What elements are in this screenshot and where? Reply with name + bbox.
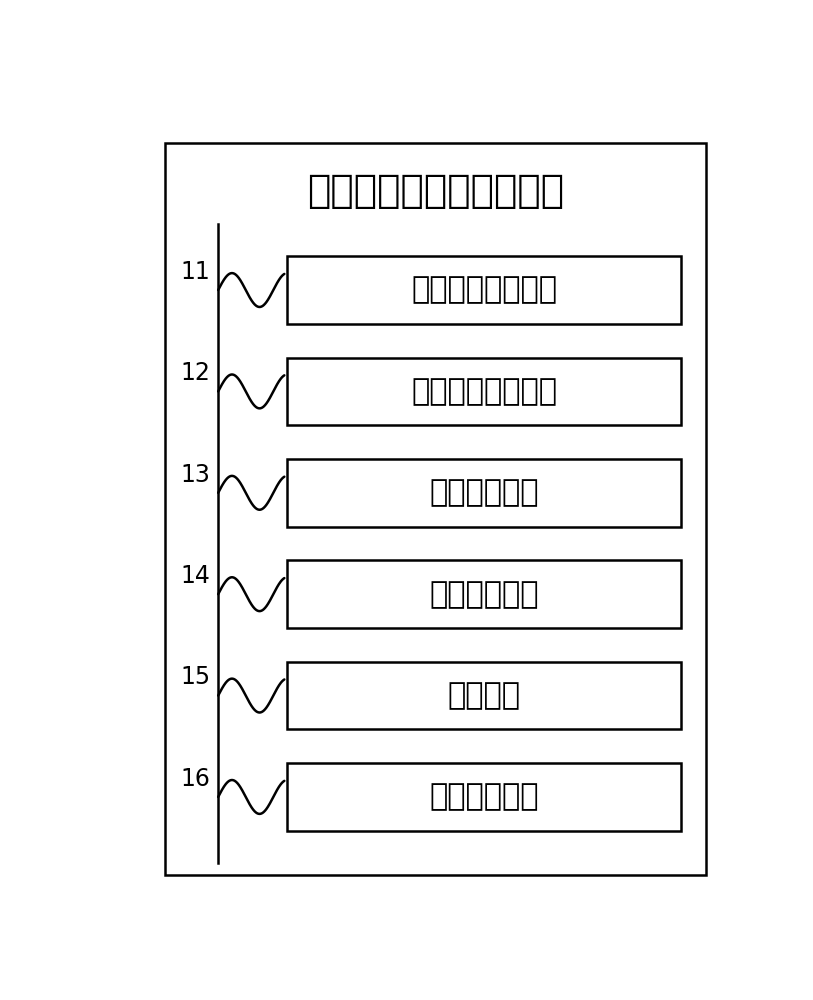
Bar	[288, 662, 681, 729]
Text: 15: 15	[180, 665, 211, 689]
Bar	[288, 358, 681, 425]
Text: 语音提醒单元: 语音提醒单元	[429, 580, 539, 609]
Text: 11: 11	[180, 260, 210, 284]
Text: 12: 12	[180, 361, 211, 385]
Bar	[288, 256, 681, 324]
Bar	[165, 143, 706, 875]
Text: 14: 14	[180, 564, 211, 588]
Bar	[288, 459, 681, 527]
Text: 人脸识别测温一体机装置: 人脸识别测温一体机装置	[307, 172, 564, 210]
Text: 距离检测单元: 距离检测单元	[429, 782, 539, 811]
Bar	[288, 763, 681, 831]
Text: 监控图像获取单元: 监控图像获取单元	[411, 276, 558, 305]
Text: 13: 13	[180, 463, 211, 487]
Text: 红外图像获取单元: 红外图像获取单元	[411, 377, 558, 406]
Text: 16: 16	[180, 767, 211, 791]
Bar	[288, 560, 681, 628]
Text: 校准单元: 校准单元	[448, 681, 521, 710]
Text: 图像显示单元: 图像显示单元	[429, 478, 539, 507]
